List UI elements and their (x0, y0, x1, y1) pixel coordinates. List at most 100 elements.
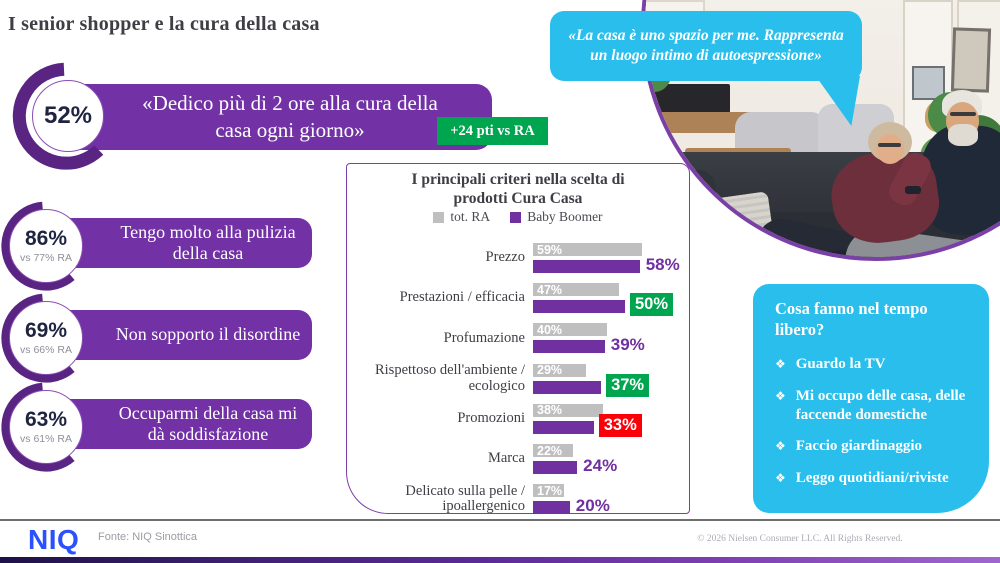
hero-progress-arc (12, 62, 104, 170)
category-label: Marca (487, 450, 525, 467)
bar-total-label: 29% (537, 363, 563, 378)
category-label: Promozioni (457, 409, 525, 426)
bar-total-label: 38% (537, 403, 563, 418)
stat-pill-2: Non sopporto il disordine (50, 310, 312, 360)
bar-total-ra: 22% (533, 443, 574, 458)
stat-circle-3: 63% vs 61% RA (9, 390, 83, 464)
bar-total-label: 47% (537, 282, 563, 297)
bar-total-label: 22% (537, 443, 563, 458)
diamond-bullet-icon: ❖ (775, 470, 786, 485)
bar-group: 40% 39% (533, 322, 683, 355)
bar-total-ra: 40% (533, 322, 607, 337)
stat-vs-3: vs 61% RA (20, 432, 72, 445)
quote-bubble: «La casa è uno spazio per me. Rappresent… (550, 11, 862, 81)
stat-arc-2 (1, 293, 75, 383)
bar-total-label: 59% (537, 242, 563, 257)
category-label: Prestazioni / efficacia (399, 289, 525, 306)
bar-total-label: 17% (537, 483, 563, 498)
chart-row: Marca 22% 24% (353, 444, 683, 478)
bar-total-ra: 59% (533, 242, 642, 257)
legend-label-tot-ra: tot. RA (450, 209, 491, 224)
legend-swatch-tot-ra (433, 211, 445, 223)
bar-value-label: 39% (610, 335, 645, 355)
bar-baby-boomer (533, 420, 594, 434)
free-time-item-text: Leggo quotidiani/riviste (795, 469, 949, 486)
bar-total-ra: 38% (533, 403, 603, 418)
chart-row: Rispettoso dell'ambiente / ecologico 29% 3… (353, 362, 683, 398)
stat-vs-2: vs 66% RA (20, 343, 72, 356)
source-note: Fonte: NIQ Sinottica (98, 531, 198, 543)
bar-value-badge: 33% (598, 413, 642, 437)
legend-item-baby-boomer: Baby Boomer (510, 209, 603, 225)
bar-value-badge: 37% (606, 373, 650, 397)
stat-value-2: 69% (24, 319, 68, 343)
stat-circle-2: 69% vs 66% RA (9, 301, 83, 375)
stat-label-3: Occuparmi della casa mi dà soddisfazione (118, 402, 298, 444)
free-time-item: ❖ Mi occupo delle casa, delle faccende d… (775, 387, 975, 424)
stat-label-1: Tengo molto alla pulizia della casa (120, 221, 296, 263)
stat-label-2: Non sopporto il disordine (115, 324, 301, 345)
bar-group: 29% 37% (533, 363, 683, 397)
hero-stat-value: 52% (43, 102, 93, 129)
chart-row: Prestazioni / efficacia 47% 50% (353, 283, 683, 317)
chart-row: Delicato sulla pelle / ipoallergenico 17%… (353, 483, 683, 518)
legend-label-baby-boomer: Baby Boomer (527, 209, 603, 224)
copyright-note: © 2026 Nielsen Consumer LLC. All Rights … (697, 534, 903, 544)
stat-value-3: 63% (24, 408, 68, 432)
stat-value-1: 86% (24, 227, 68, 251)
photo-man-glasses (950, 112, 976, 116)
bar-group: 22% 24% (533, 443, 683, 475)
bar-value-label: 20% (575, 496, 610, 516)
criteria-chart: I principali criteri nella scelta di pro… (346, 163, 690, 516)
stat-pill-1: Tengo molto alla pulizia della casa (50, 218, 312, 268)
chart-rows: Prezzo 59% 58% Prestazioni / efficacia 47% 50… (347, 164, 689, 516)
stat-arc-3 (1, 382, 75, 472)
photo-frame (950, 27, 992, 93)
bar-group: 47% 50% (533, 282, 683, 317)
bar-total-label: 40% (537, 322, 563, 337)
hero-quote-banner: «Dedico più di 2 ore alla cura della cas… (50, 84, 492, 150)
bar-baby-boomer (533, 380, 602, 394)
bar-baby-boomer (533, 340, 605, 354)
chart-legend: tot. RA Baby Boomer (347, 209, 689, 225)
stat-arc-1 (1, 201, 75, 291)
stat-pill-3: Occuparmi della casa mi dà soddisfazione (50, 399, 312, 449)
bar-baby-boomer (533, 260, 640, 273)
free-time-item-text: Faccio giardinaggio (795, 437, 923, 454)
category-label: Rispettoso dell'ambiente / ecologico (374, 361, 525, 394)
category-label: Prezzo (485, 249, 525, 266)
chart-row: Promozioni 38% 33% (353, 403, 683, 438)
free-time-item: ❖ Guardo la TV (775, 355, 975, 374)
footer-divider (0, 519, 1000, 521)
bar-group: 38% 33% (533, 403, 683, 437)
page-title: I senior shopper e la cura della casa (8, 13, 320, 35)
bar-value-badge: 50% (630, 293, 674, 317)
legend-item-tot-ra: tot. RA (433, 209, 490, 225)
bar-group: 17% 20% (533, 483, 683, 516)
photo-woman-glasses (878, 143, 901, 147)
diamond-bullet-icon: ❖ (775, 357, 786, 372)
chart-row: Prezzo 59% 58% (353, 243, 683, 277)
bar-baby-boomer (533, 461, 578, 474)
niq-logo: NIQ (28, 524, 80, 555)
bar-total-ra: 29% (533, 363, 587, 378)
chart-row: Profumazione 40% 39% (353, 323, 683, 357)
category-label: Delicato sulla pelle / ipoallergenico (405, 482, 525, 515)
photo-woman-face (876, 134, 904, 164)
category-label: Profumazione (443, 329, 525, 346)
free-time-list: ❖ Guardo la TV ❖ Mi occupo delle casa, d… (775, 355, 975, 488)
bar-baby-boomer (533, 501, 570, 515)
free-time-item: ❖ Leggo quotidiani/riviste (775, 469, 975, 488)
stat-circle-1: 86% vs 77% RA (9, 209, 83, 283)
free-time-item-text: Guardo la TV (795, 356, 886, 373)
diamond-bullet-icon: ❖ (775, 438, 786, 453)
free-time-box: Cosa fanno nel tempo libero? ❖ Guardo la… (753, 284, 989, 513)
photo-scene (645, 0, 1000, 257)
photo-man-beard (948, 124, 978, 146)
chart-title: I principali criteri nella scelta di pro… (411, 171, 625, 207)
diamond-bullet-icon: ❖ (775, 389, 786, 404)
legend-swatch-baby-boomer (510, 211, 522, 223)
bar-total-ra: 47% (533, 282, 620, 297)
photo-woman-watch (905, 186, 921, 194)
